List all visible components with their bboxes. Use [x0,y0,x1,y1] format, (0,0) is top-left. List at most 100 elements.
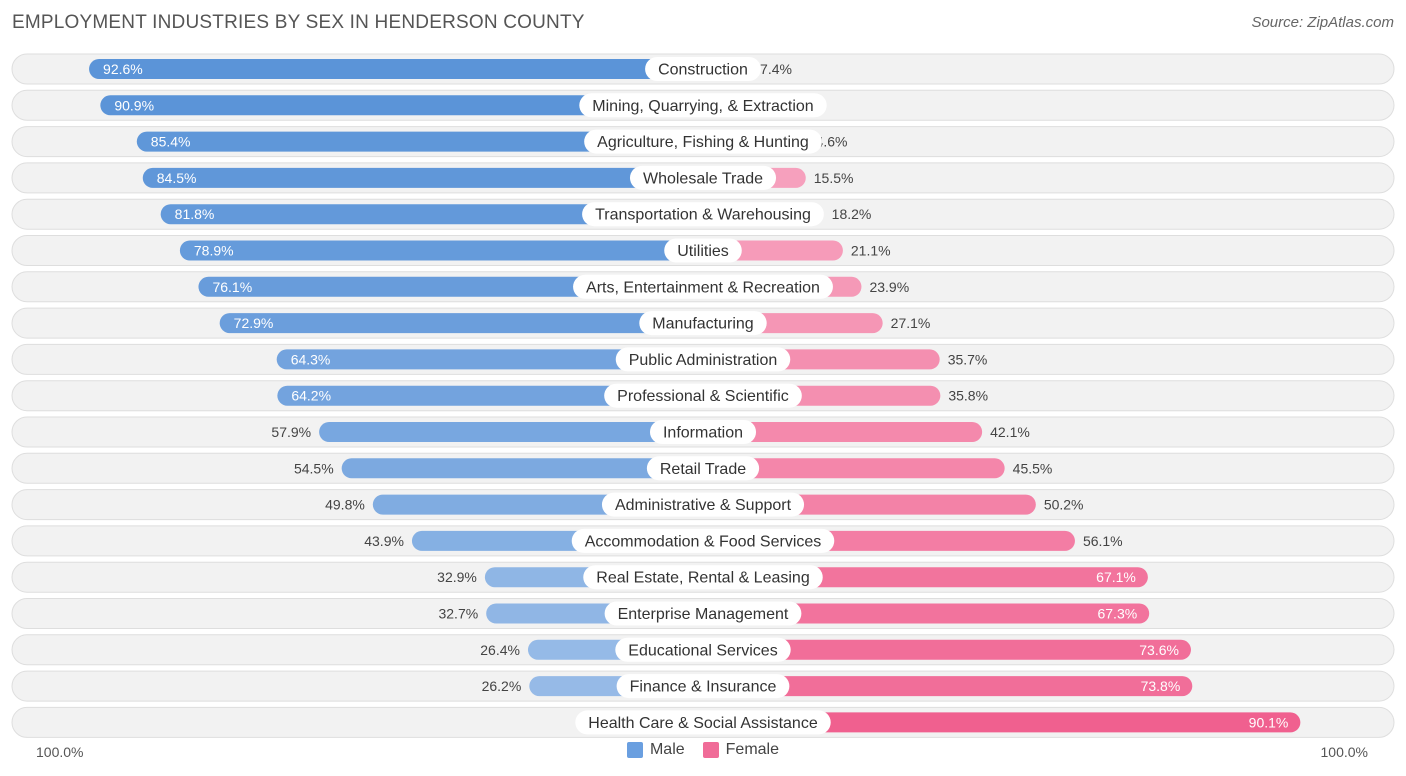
category-pill-transportation-warehousing [582,202,824,227]
category-label-enterprise-management: Enterprise Management [618,606,789,623]
axis-left-label: 100.0% [36,744,84,760]
value-label-female-enterprise-management: 67.3% [1097,606,1137,622]
bar-male-construction [89,59,713,79]
bar-female-finance-insurance [693,676,1193,697]
value-label-female-finance-insurance: 73.8% [1141,678,1181,694]
category-label-wholesale-trade: Wholesale Trade [643,170,763,187]
value-label-male-enterprise-management: 32.7% [438,606,478,622]
value-label-male-construction: 92.6% [103,61,143,77]
bar-male-retail-trade [341,458,713,479]
value-label-female-information: 42.1% [990,424,1030,440]
legend-label-female: Female [725,741,780,758]
value-label-male-information: 57.9% [271,424,311,440]
bar-male-wholesale-trade [142,167,713,188]
bar-male-manufacturing [219,313,713,334]
value-label-female-educational-services: 73.6% [1139,642,1179,658]
value-label-male-real-estate-rental-leasing: 32.9% [437,569,477,585]
value-label-female-wholesale-trade: 15.5% [814,170,854,186]
value-label-female-real-estate-rental-leasing: 67.1% [1096,569,1136,585]
legend-swatch-male [626,742,643,758]
value-label-male-transportation-warehousing: 81.8% [175,206,215,222]
value-label-female-accommodation-food-services: 56.1% [1083,533,1123,549]
value-label-male-wholesale-trade: 84.5% [157,170,197,186]
category-pill-finance-insurance [616,674,790,699]
category-label-mining-quarrying-extraction: Mining, Quarrying, & Extraction [592,98,813,115]
category-pill-mining-quarrying-extraction [579,93,827,118]
bar-male-transportation-warehousing [160,204,713,225]
category-label-health-care-social-assistance: Health Care & Social Assistance [588,715,818,732]
category-pill-educational-services [615,637,791,662]
category-pill-real-estate-rental-leasing [583,565,823,590]
value-label-male-professional-scientific: 64.2% [291,388,331,404]
legend-label-male: Male [649,741,685,758]
bar-female-retail-trade [693,458,1005,479]
category-label-construction: Construction [658,62,748,79]
category-pill-accommodation-food-services [571,528,835,553]
category-label-information: Information [663,425,743,442]
category-label-retail-trade: Retail Trade [660,461,746,478]
value-label-male-educational-services: 26.4% [480,642,520,658]
category-label-transportation-warehousing: Transportation & Warehousing [595,207,811,224]
category-label-accommodation-food-services: Accommodation & Food Services [585,533,822,550]
category-pill-utilities [664,238,742,263]
category-label-educational-services: Educational Services [628,642,777,659]
value-label-male-arts-entertainment-recreation: 76.1% [212,279,252,295]
category-label-agriculture-fishing-hunting: Agriculture, Fishing & Hunting [597,134,809,151]
category-pill-administrative-support [601,492,805,517]
category-pill-health-care-social-assistance [575,710,831,735]
value-label-female-health-care-social-assistance: 90.1% [1249,714,1289,730]
value-label-male-agriculture-fishing-hunting: 85.4% [151,134,191,150]
bar-male-information [319,422,713,442]
value-label-female-construction: 7.4% [760,61,792,77]
category-label-administrative-support: Administrative & Support [615,497,792,514]
value-label-female-public-administration: 35.7% [948,351,988,367]
category-pill-manufacturing [639,311,767,336]
bar-male-professional-scientific [277,385,713,406]
category-pill-arts-entertainment-recreation [573,274,833,299]
value-label-male-mining-quarrying-extraction: 90.9% [114,97,154,113]
source-note: Source: ZipAtlas.com [1251,14,1394,31]
category-pill-enterprise-management [604,601,802,626]
value-label-female-transportation-warehousing: 18.2% [832,206,872,222]
category-pill-professional-scientific [604,383,802,408]
value-label-male-administrative-support: 49.8% [325,497,365,513]
value-label-male-retail-trade: 54.5% [294,460,334,476]
category-pill-public-administration [615,347,791,372]
value-label-male-accommodation-food-services: 43.9% [364,533,404,549]
category-label-manufacturing: Manufacturing [652,316,753,333]
legend-swatch-female [702,742,719,758]
value-label-female-retail-trade: 45.5% [1013,460,1053,476]
bar-male-public-administration [276,349,713,370]
bar-male-mining-quarrying-extraction [100,95,713,116]
category-label-real-estate-rental-leasing: Real Estate, Rental & Leasing [596,570,809,587]
category-label-arts-entertainment-recreation: Arts, Entertainment & Recreation [586,279,820,296]
value-label-male-finance-insurance: 26.2% [482,678,522,694]
value-label-male-manufacturing: 72.9% [234,315,274,331]
category-label-finance-insurance: Finance & Insurance [630,679,777,696]
category-label-utilities: Utilities [677,243,729,260]
bar-female-educational-services [693,639,1191,660]
legend-item-female[interactable]: Female [702,741,780,759]
category-label-public-administration: Public Administration [629,352,778,369]
value-label-female-administrative-support: 50.2% [1044,497,1084,513]
value-label-female-arts-entertainment-recreation: 23.9% [869,279,909,295]
legend-item-male[interactable]: Male [626,741,685,759]
category-label-professional-scientific: Professional & Scientific [617,388,789,405]
bar-female-enterprise-management [693,603,1150,624]
value-label-male-public-administration: 64.3% [291,351,331,367]
legend: Male Female [0,741,1406,759]
chart-title: EMPLOYMENT INDUSTRIES BY SEX IN HENDERSO… [12,12,585,33]
category-pill-agriculture-fishing-hunting [584,129,822,154]
bar-female-information [693,422,983,442]
category-pill-wholesale-trade [629,165,777,190]
value-label-female-utilities: 21.1% [851,243,891,259]
value-label-male-utilities: 78.9% [194,243,234,259]
axis-right-label: 100.0% [1320,744,1368,760]
category-pill-construction [645,57,761,81]
bar-female-health-care-social-assistance [693,712,1301,733]
value-label-female-professional-scientific: 35.8% [948,388,988,404]
category-pill-retail-trade [646,456,760,481]
bar-male-agriculture-fishing-hunting [136,131,714,152]
bar-male-utilities [179,240,713,261]
